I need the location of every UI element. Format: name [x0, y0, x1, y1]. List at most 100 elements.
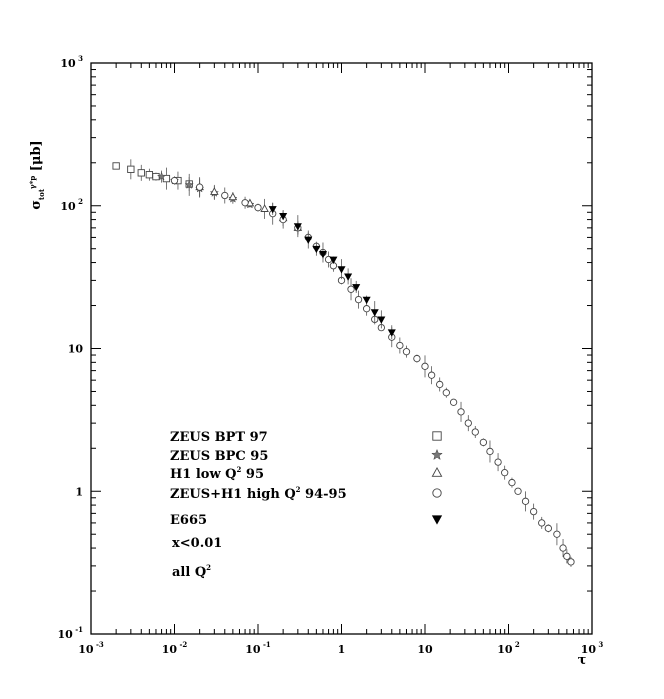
data-point [449, 398, 458, 406]
y-tick-label: 1 [75, 485, 83, 498]
x-tick-label: 10 2 [497, 640, 520, 656]
data-point [494, 458, 502, 466]
y-tick-label: 10 3 [60, 54, 83, 70]
data-point [112, 162, 120, 170]
legend-marker [431, 448, 443, 460]
data-point [210, 187, 219, 195]
data-point [354, 295, 363, 304]
data-point [329, 256, 338, 264]
x-tick-label: 10 -2 [162, 640, 188, 656]
series-e665 [268, 202, 396, 340]
data-point [553, 530, 561, 538]
data-point [501, 468, 509, 477]
y-tick-label: 10 2 [60, 197, 83, 213]
plot-frame [90, 62, 593, 635]
x-axis-title: τ [578, 653, 587, 668]
data-point [544, 524, 552, 532]
data-point [170, 176, 179, 185]
data-point [312, 245, 321, 254]
data-point [362, 305, 371, 313]
data-point [457, 408, 465, 416]
data-point [479, 438, 488, 447]
data-point [241, 199, 249, 207]
x-tick-exponent: -1 [261, 640, 271, 649]
series-zeus-h1-high-q-94-95 [170, 176, 575, 567]
x-tick-exponent: 2 [513, 640, 520, 649]
data-point [127, 165, 135, 173]
data-point [396, 341, 404, 350]
data-point [563, 552, 571, 560]
data-point [304, 236, 313, 244]
y-tick-exponent: 2 [76, 197, 83, 206]
legend-label: ZEUS+H1 high Q2 94-95 [170, 485, 347, 502]
data-point [184, 180, 194, 189]
data-point [567, 558, 575, 566]
legend-marker [431, 467, 443, 477]
y-axis-title-part: tot [37, 188, 46, 200]
annotation-superscript: 2 [206, 563, 211, 572]
y-tick-exponent: 3 [76, 54, 83, 63]
x-tick-exponent: -2 [177, 640, 187, 649]
x-tick-label: 10 -1 [245, 640, 271, 656]
data-point [362, 296, 371, 305]
series-zeus-bpc-95 [156, 170, 255, 209]
legend-marker [432, 431, 442, 441]
data-point [427, 371, 436, 379]
series-zeus-bpt-97 [112, 159, 193, 192]
data-point [521, 497, 530, 505]
data-point [529, 507, 538, 516]
y-tick-exponent: -1 [73, 625, 83, 634]
y-axis-title: σtotγ*p [μb] [28, 140, 46, 209]
data-point [152, 172, 160, 181]
data-point [318, 251, 328, 259]
x-tick-label: 1 [338, 643, 346, 656]
data-point [347, 285, 355, 293]
data-point [156, 171, 167, 181]
axis-ticks [90, 62, 593, 635]
data-point [260, 204, 269, 212]
legend-label: E665 [170, 513, 207, 528]
data-point [387, 329, 396, 337]
series-h1-low-q-95 [195, 178, 303, 234]
legend-marker [432, 488, 442, 498]
data-points [112, 159, 575, 567]
y-tick-label: 10 [68, 343, 84, 356]
data-point [370, 309, 379, 317]
y-axis-title-part: γ*p [28, 176, 37, 189]
data-point [514, 487, 522, 495]
legend-label: ZEUS BPC 95 [170, 449, 268, 464]
data-point [508, 478, 516, 487]
data-point [279, 212, 288, 221]
data-point [471, 428, 479, 436]
x-tick-exponent: 3 [596, 640, 603, 649]
data-point [377, 316, 386, 324]
data-point [137, 169, 145, 177]
data-point [344, 273, 353, 281]
y-axis-title-part: [μb] [29, 140, 44, 175]
data-point [145, 171, 154, 179]
data-point [228, 192, 238, 201]
annotation-text: x<0.01 [172, 536, 222, 551]
data-point [337, 266, 346, 274]
data-point [559, 544, 567, 552]
y-axis-title-part: σ [29, 200, 44, 210]
data-point [293, 223, 302, 231]
legend-marker [431, 515, 443, 525]
data-point [254, 203, 262, 212]
data-point [538, 519, 546, 527]
y-tick-label: 10 -1 [57, 625, 83, 641]
legend-label-rest: 95 [241, 467, 264, 482]
data-point [352, 284, 361, 292]
x-tick-label: 10 [417, 643, 433, 656]
legend-label: H1 low Q2 95 [170, 465, 264, 482]
axis-titles: τ σtotγ*p [μb] [28, 140, 587, 668]
x-tick-label: 10 -3 [78, 640, 104, 656]
data-point [221, 191, 229, 200]
legend-label: ZEUS BPT 97 [170, 430, 268, 445]
legend-label-rest: 94-95 [301, 487, 347, 502]
legend-superscript: 2 [296, 485, 301, 494]
